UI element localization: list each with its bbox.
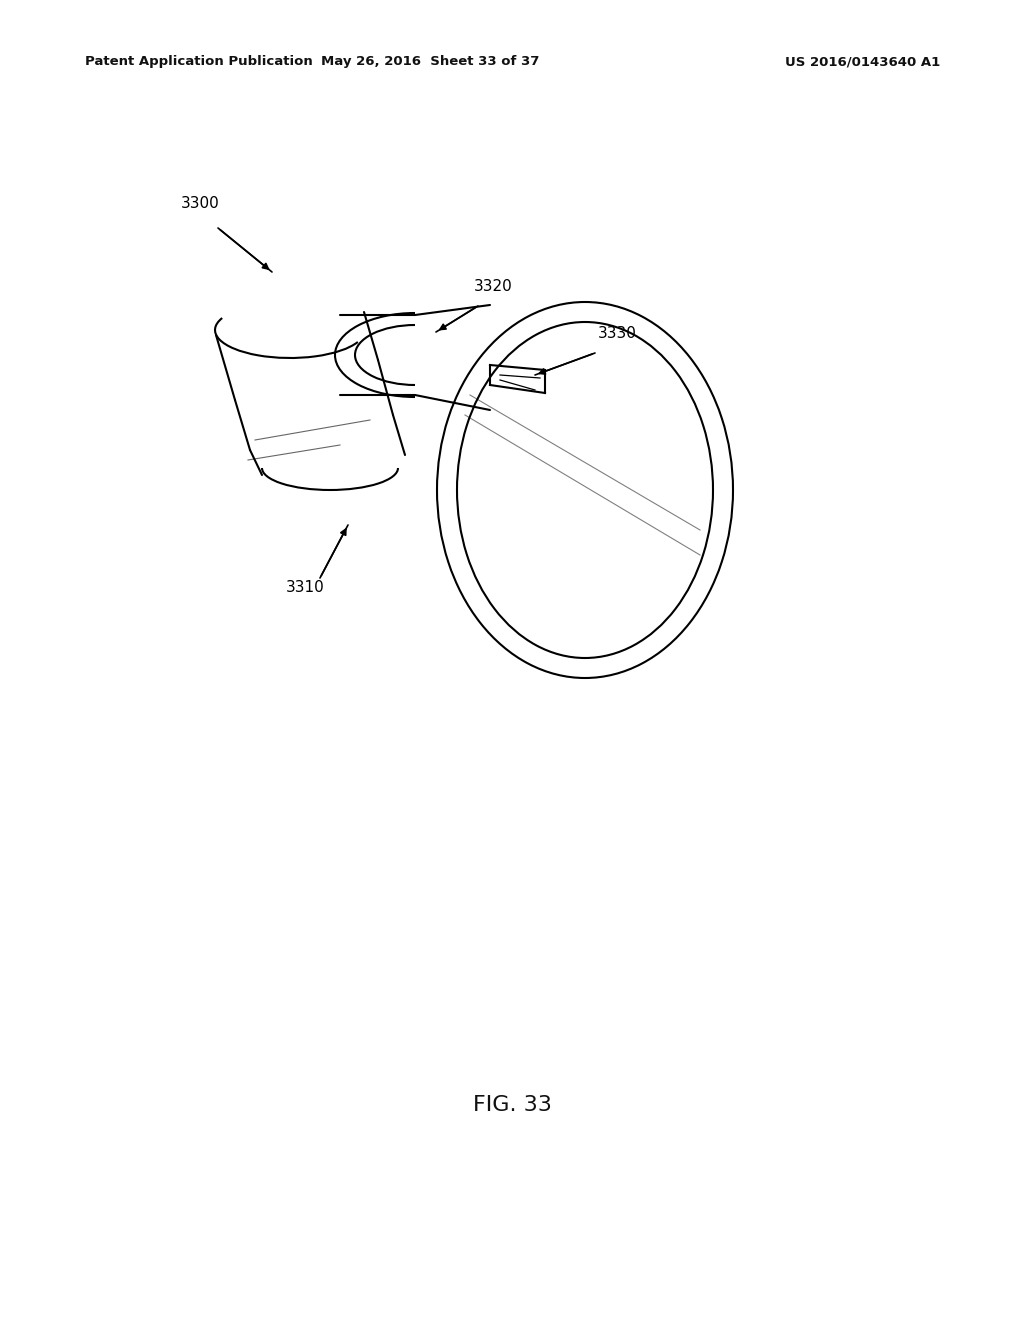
Text: May 26, 2016  Sheet 33 of 37: May 26, 2016 Sheet 33 of 37 (321, 55, 540, 69)
Text: US 2016/0143640 A1: US 2016/0143640 A1 (784, 55, 940, 69)
Text: 3300: 3300 (180, 195, 219, 211)
Text: FIG. 33: FIG. 33 (472, 1096, 552, 1115)
Text: Patent Application Publication: Patent Application Publication (85, 55, 312, 69)
Text: 3320: 3320 (474, 279, 512, 294)
Text: 3310: 3310 (286, 579, 325, 595)
Text: 3330: 3330 (598, 326, 637, 341)
